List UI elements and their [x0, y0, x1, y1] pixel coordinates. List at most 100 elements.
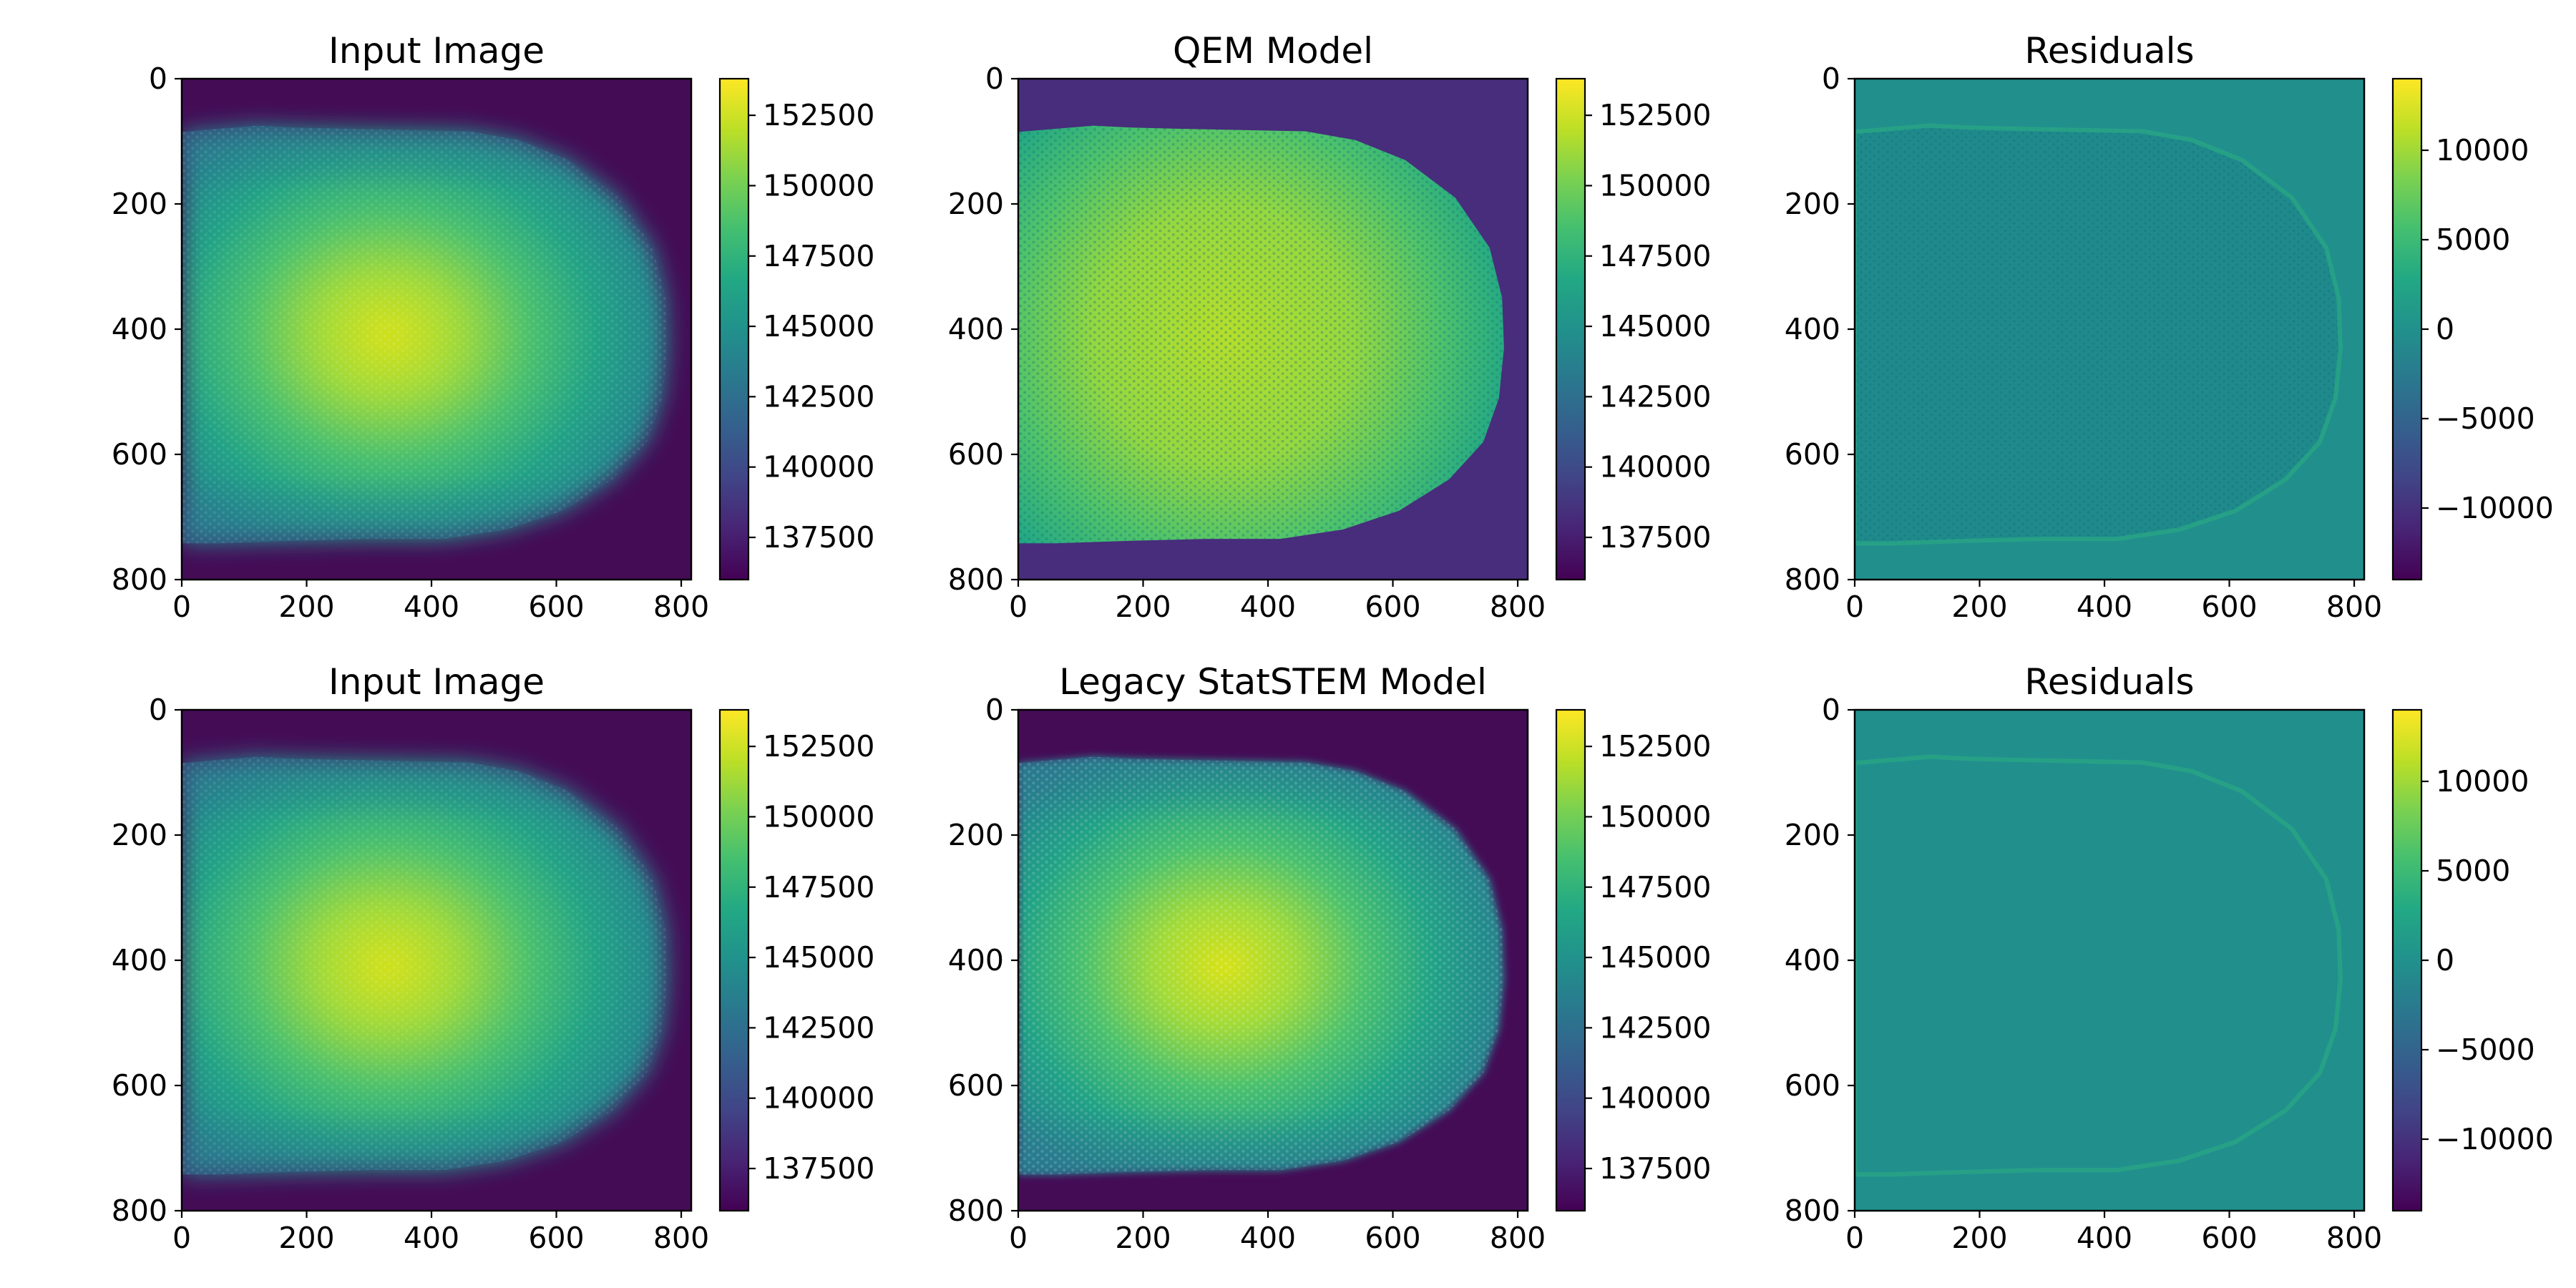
colorbar-tick-label: 0 — [2436, 312, 2454, 346]
y-tick-label: 0 — [149, 62, 167, 96]
colorbar-tick-label: 137500 — [763, 520, 875, 555]
colorbar-tick-label: 145000 — [763, 940, 875, 975]
y-tick-label: 600 — [112, 1068, 167, 1103]
y-tick-label: 0 — [1822, 62, 1840, 96]
y-tick-label: 200 — [1785, 187, 1840, 221]
colorbar-tick-label: 150000 — [1599, 799, 1712, 834]
colorbar-tick-label: 147500 — [763, 239, 875, 273]
colorbar-tick-label: 147500 — [1599, 870, 1712, 904]
colorbar-tick-label: 137500 — [1599, 1151, 1712, 1186]
y-tick-label: 200 — [1785, 818, 1840, 852]
colorbar-tick-label: 0 — [2436, 943, 2454, 977]
colorbar-tick-label: 152500 — [763, 98, 875, 132]
y-tick-label: 0 — [985, 693, 1004, 727]
y-tick-label: 600 — [1785, 437, 1840, 472]
colorbar-tick-label: 5000 — [2436, 223, 2510, 257]
colorbar-tick-label: 152500 — [763, 729, 875, 763]
x-tick-label: 200 — [1115, 590, 1171, 624]
colorbar — [2393, 79, 2421, 580]
x-tick-label: 400 — [1240, 590, 1296, 624]
x-tick-label: 0 — [1009, 1221, 1028, 1255]
x-tick-label: 600 — [1365, 590, 1420, 624]
y-tick-label: 800 — [112, 562, 167, 597]
y-tick-label: 800 — [948, 562, 1004, 597]
x-tick-label: 800 — [653, 1221, 709, 1255]
y-tick-label: 400 — [948, 943, 1004, 977]
y-tick-label: 600 — [948, 1068, 1004, 1103]
heatmap-image — [1018, 710, 1528, 1211]
heatmap-image — [182, 710, 691, 1211]
x-tick-label: 200 — [1115, 1221, 1171, 1255]
colorbar-tick-label: 142500 — [1599, 1010, 1712, 1045]
subplot-title: Input Image — [328, 661, 545, 703]
colorbar-tick-label: 137500 — [763, 1151, 875, 1186]
y-tick-label: 600 — [112, 437, 167, 472]
x-tick-label: 800 — [653, 590, 709, 624]
x-tick-label: 600 — [528, 590, 584, 624]
x-tick-label: 800 — [2326, 1221, 2382, 1255]
x-tick-label: 600 — [2201, 1221, 2257, 1255]
colorbar-tick-label: 147500 — [1599, 239, 1712, 273]
colorbar-tick-label: 145000 — [1599, 940, 1712, 975]
colorbar-tick-label: 140000 — [763, 1081, 875, 1116]
x-tick-label: 800 — [1490, 1221, 1546, 1255]
y-tick-label: 200 — [112, 187, 167, 221]
colorbar-tick-label: 140000 — [1599, 450, 1712, 484]
colorbar-tick-label: 142500 — [763, 1010, 875, 1045]
x-tick-label: 600 — [1365, 1221, 1420, 1255]
x-tick-label: 400 — [1240, 1221, 1296, 1255]
x-tick-label: 0 — [1845, 590, 1864, 624]
y-tick-label: 200 — [948, 818, 1004, 852]
y-tick-label: 400 — [112, 312, 167, 346]
colorbar-tick-label: −10000 — [2436, 1122, 2554, 1156]
x-tick-label: 400 — [2077, 590, 2132, 624]
colorbar — [720, 710, 748, 1211]
heatmap-image — [182, 79, 691, 580]
subplot-title: Legacy StatSTEM Model — [1059, 661, 1487, 703]
y-tick-label: 0 — [985, 62, 1004, 96]
x-tick-label: 200 — [278, 1221, 334, 1255]
colorbar — [1556, 710, 1585, 1211]
x-tick-label: 400 — [2077, 1221, 2132, 1255]
y-tick-label: 800 — [112, 1194, 167, 1228]
colorbar-tick-label: 152500 — [1599, 729, 1712, 763]
colorbar-tick-label: 142500 — [763, 379, 875, 414]
colorbar-tick-label: 150000 — [763, 168, 875, 203]
colorbar-tick-label: 10000 — [2436, 764, 2529, 799]
colorbar-tick-label: 152500 — [1599, 98, 1712, 132]
y-tick-label: 400 — [1785, 943, 1840, 977]
colorbar-frame — [718, 708, 750, 1212]
y-tick-label: 400 — [112, 943, 167, 977]
x-tick-label: 600 — [528, 1221, 584, 1255]
colorbar-tick-label: −5000 — [2436, 1033, 2535, 1067]
x-tick-label: 600 — [2201, 590, 2257, 624]
colorbar-tick-label: 150000 — [763, 799, 875, 834]
colorbar-frame — [718, 77, 750, 581]
x-tick-label: 800 — [1490, 590, 1546, 624]
colorbar-tick-label: −10000 — [2436, 491, 2554, 525]
colorbar-tick-label: 140000 — [1599, 1081, 1712, 1116]
colorbar-tick-label: 147500 — [763, 870, 875, 904]
x-tick-label: 0 — [1845, 1221, 1864, 1255]
x-tick-label: 0 — [172, 590, 191, 624]
x-tick-label: 200 — [278, 590, 334, 624]
colorbar-tick-label: 142500 — [1599, 379, 1712, 414]
y-tick-label: 800 — [1785, 1194, 1840, 1228]
colorbar-tick-label: 10000 — [2436, 133, 2529, 167]
subplot-title: QEM Model — [1173, 30, 1373, 72]
y-tick-label: 200 — [948, 187, 1004, 221]
colorbar-tick-label: 140000 — [763, 450, 875, 484]
y-tick-label: 400 — [1785, 312, 1840, 346]
colorbar-tick-label: −5000 — [2436, 401, 2535, 436]
y-tick-label: 0 — [149, 693, 167, 727]
colorbar-frame — [1555, 77, 1586, 581]
heatmap-image — [1018, 79, 1528, 580]
y-tick-label: 600 — [1785, 1068, 1840, 1103]
heatmap-image — [1855, 710, 2364, 1211]
x-tick-label: 800 — [2326, 590, 2382, 624]
heatmap-image — [1855, 79, 2364, 580]
